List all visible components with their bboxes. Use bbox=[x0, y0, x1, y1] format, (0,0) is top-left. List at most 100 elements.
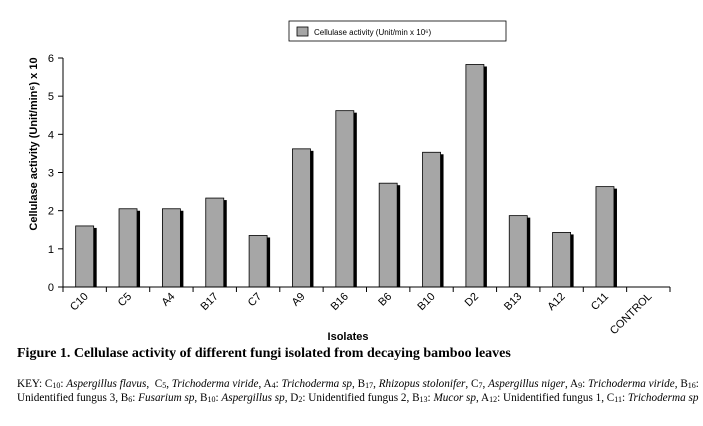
key-entry-separator: , bbox=[373, 378, 379, 390]
key-entry-separator: : bbox=[695, 378, 699, 390]
key-entry-trailing: , bbox=[194, 391, 201, 404]
key-entry-subscript: 10 bbox=[207, 394, 216, 404]
key-entry-separator: , bbox=[166, 378, 172, 390]
key-entry-name: Rhizopus stolonifer bbox=[378, 378, 466, 390]
y-axis: 0 1 2 3 4 5 6 bbox=[48, 53, 64, 294]
key-entry-trailing: , bbox=[465, 378, 471, 390]
key-entry-trailing: , bbox=[476, 391, 481, 404]
key-entry-trailing: , bbox=[284, 391, 291, 404]
key-entry-name: Trichoderma viride bbox=[171, 378, 259, 390]
key-entry: C11: Trichoderma sp bbox=[607, 392, 699, 404]
x-tick-label: C10 bbox=[68, 291, 91, 314]
key-entry-subscript: 16 bbox=[687, 381, 696, 390]
figure-key: KEY: C10: Aspergillus flavus, C5, Tricho… bbox=[17, 378, 701, 405]
key-entry-subscript: 17 bbox=[365, 381, 374, 390]
key-entry-subscript: 4 bbox=[271, 381, 276, 390]
key-entry-trailing: , bbox=[406, 391, 413, 404]
key-entry-code: C bbox=[44, 378, 53, 390]
key-entry: B13: Mucor sp, bbox=[412, 392, 481, 404]
legend-label: Cellulase activity (Unit/min x 10⁶) bbox=[314, 28, 431, 37]
key-entry-code: B bbox=[357, 378, 366, 390]
key-entry-trailing: , bbox=[601, 391, 607, 404]
key-entry-separator: : bbox=[497, 391, 503, 404]
bar-a9 bbox=[292, 148, 311, 288]
bar-c5 bbox=[118, 208, 138, 288]
key-entry-name: Fusarium sp bbox=[138, 391, 195, 404]
key-entry-trailing: , bbox=[115, 391, 121, 404]
x-tick-label: B16 bbox=[329, 291, 351, 313]
key-entry-name: Unidentified fungus 1 bbox=[503, 391, 602, 404]
y-tick-label: 6 bbox=[48, 53, 54, 65]
y-tick-label: 3 bbox=[48, 168, 54, 180]
key-entry: A12: Unidentified fungus 1, bbox=[481, 392, 607, 404]
key-entry-name: Mucor sp bbox=[433, 391, 477, 404]
key-entry-separator: : bbox=[275, 378, 282, 390]
key-entry-name: Trichoderma viride bbox=[588, 378, 675, 390]
x-tick-label: A9 bbox=[290, 291, 308, 309]
x-tick-label: CONTROL bbox=[608, 291, 655, 338]
key-entry-trailing: , bbox=[674, 378, 681, 390]
key-entry-separator: : bbox=[621, 391, 628, 404]
key-entry-code: B bbox=[200, 391, 208, 404]
x-axis-title: Isolates bbox=[328, 331, 369, 343]
key-entry: A4: Trichoderma sp, bbox=[263, 378, 357, 390]
key-entry-code: B bbox=[412, 391, 420, 404]
key-entry: B16: Unidentified fungus 3, bbox=[17, 378, 699, 404]
y-tick-label: 2 bbox=[48, 206, 54, 218]
bar-a12 bbox=[552, 232, 572, 288]
key-entry-name: Trichoderma sp bbox=[281, 378, 353, 390]
key-entry: C5, Trichoderma viride, bbox=[155, 378, 264, 390]
bar-b16 bbox=[335, 110, 355, 288]
key-entry-trailing: , bbox=[258, 378, 264, 390]
key-entry-trailing: , bbox=[146, 378, 155, 390]
x-tick-label: B10 bbox=[415, 291, 437, 313]
key-entry: B6: Fusarium sp, bbox=[121, 392, 200, 404]
y-tick-label: 1 bbox=[48, 244, 54, 256]
key-entry-name: Unidentified fungus 2 bbox=[308, 391, 407, 404]
key-entry: D2: Unidentified fungus 2, bbox=[290, 392, 412, 404]
legend: Cellulase activity (Unit/min x 10⁶) bbox=[288, 20, 507, 42]
key-entry-separator: : bbox=[132, 391, 139, 404]
figure-caption: Figure 1. Cellulase activity of differen… bbox=[17, 346, 511, 361]
legend-box bbox=[288, 20, 507, 42]
key-entry-separator: : bbox=[427, 391, 434, 404]
key-entry-name: Unidentified fungus 3 bbox=[17, 391, 116, 404]
bar-d2 bbox=[465, 64, 485, 288]
legend-swatch bbox=[296, 26, 309, 37]
key-entry-subscript: 5 bbox=[162, 381, 167, 390]
key-entry: C7, Aspergillus niger, bbox=[471, 378, 570, 390]
y-axis-title: Cellulase activity (Unit/min⁶) x 10 bbox=[28, 57, 40, 230]
key-entry-subscript: 12 bbox=[489, 394, 498, 404]
key-entry-separator: : bbox=[582, 378, 589, 390]
x-tick-label: C7 bbox=[246, 291, 264, 309]
bar-b6 bbox=[378, 182, 398, 288]
key-entry-code: A bbox=[481, 391, 490, 404]
key-entry-code: B bbox=[120, 391, 129, 404]
key-entry-separator: : bbox=[60, 378, 67, 390]
x-tick-label: C11 bbox=[589, 291, 611, 313]
key-entry-subscript: 10 bbox=[52, 381, 61, 390]
x-tick-label: C5 bbox=[116, 291, 134, 309]
bar-chart: Cellulase activity (Unit/min x 10⁶) 0 1 2 3… bbox=[28, 20, 671, 343]
key-entry-code: C bbox=[606, 391, 615, 404]
key-entry-code: B bbox=[680, 378, 688, 390]
key-entry-name: Aspergillus sp bbox=[221, 391, 285, 404]
y-tick-label: 0 bbox=[48, 282, 54, 294]
key-entry-separator: : bbox=[302, 391, 309, 404]
key-entry-code: D bbox=[290, 391, 299, 404]
x-tick-label: D2 bbox=[463, 291, 481, 309]
key-entry-separator: : bbox=[215, 391, 222, 404]
key-entry-separator: , bbox=[482, 378, 489, 390]
key-entry-subscript: 11 bbox=[614, 394, 622, 404]
key-entry-code: A bbox=[263, 378, 272, 390]
x-tick-label: A12 bbox=[545, 291, 567, 313]
bars bbox=[75, 64, 617, 288]
bar-b10 bbox=[422, 151, 441, 288]
key-entry: A9: Trichoderma viride, bbox=[570, 378, 680, 390]
x-tick-label: B17 bbox=[199, 291, 221, 313]
x-tick-label: B13 bbox=[502, 291, 524, 313]
bar-c11 bbox=[595, 186, 615, 288]
key-entry-subscript: 6 bbox=[128, 394, 133, 404]
key-entry-name: Aspergillus niger bbox=[488, 378, 566, 390]
